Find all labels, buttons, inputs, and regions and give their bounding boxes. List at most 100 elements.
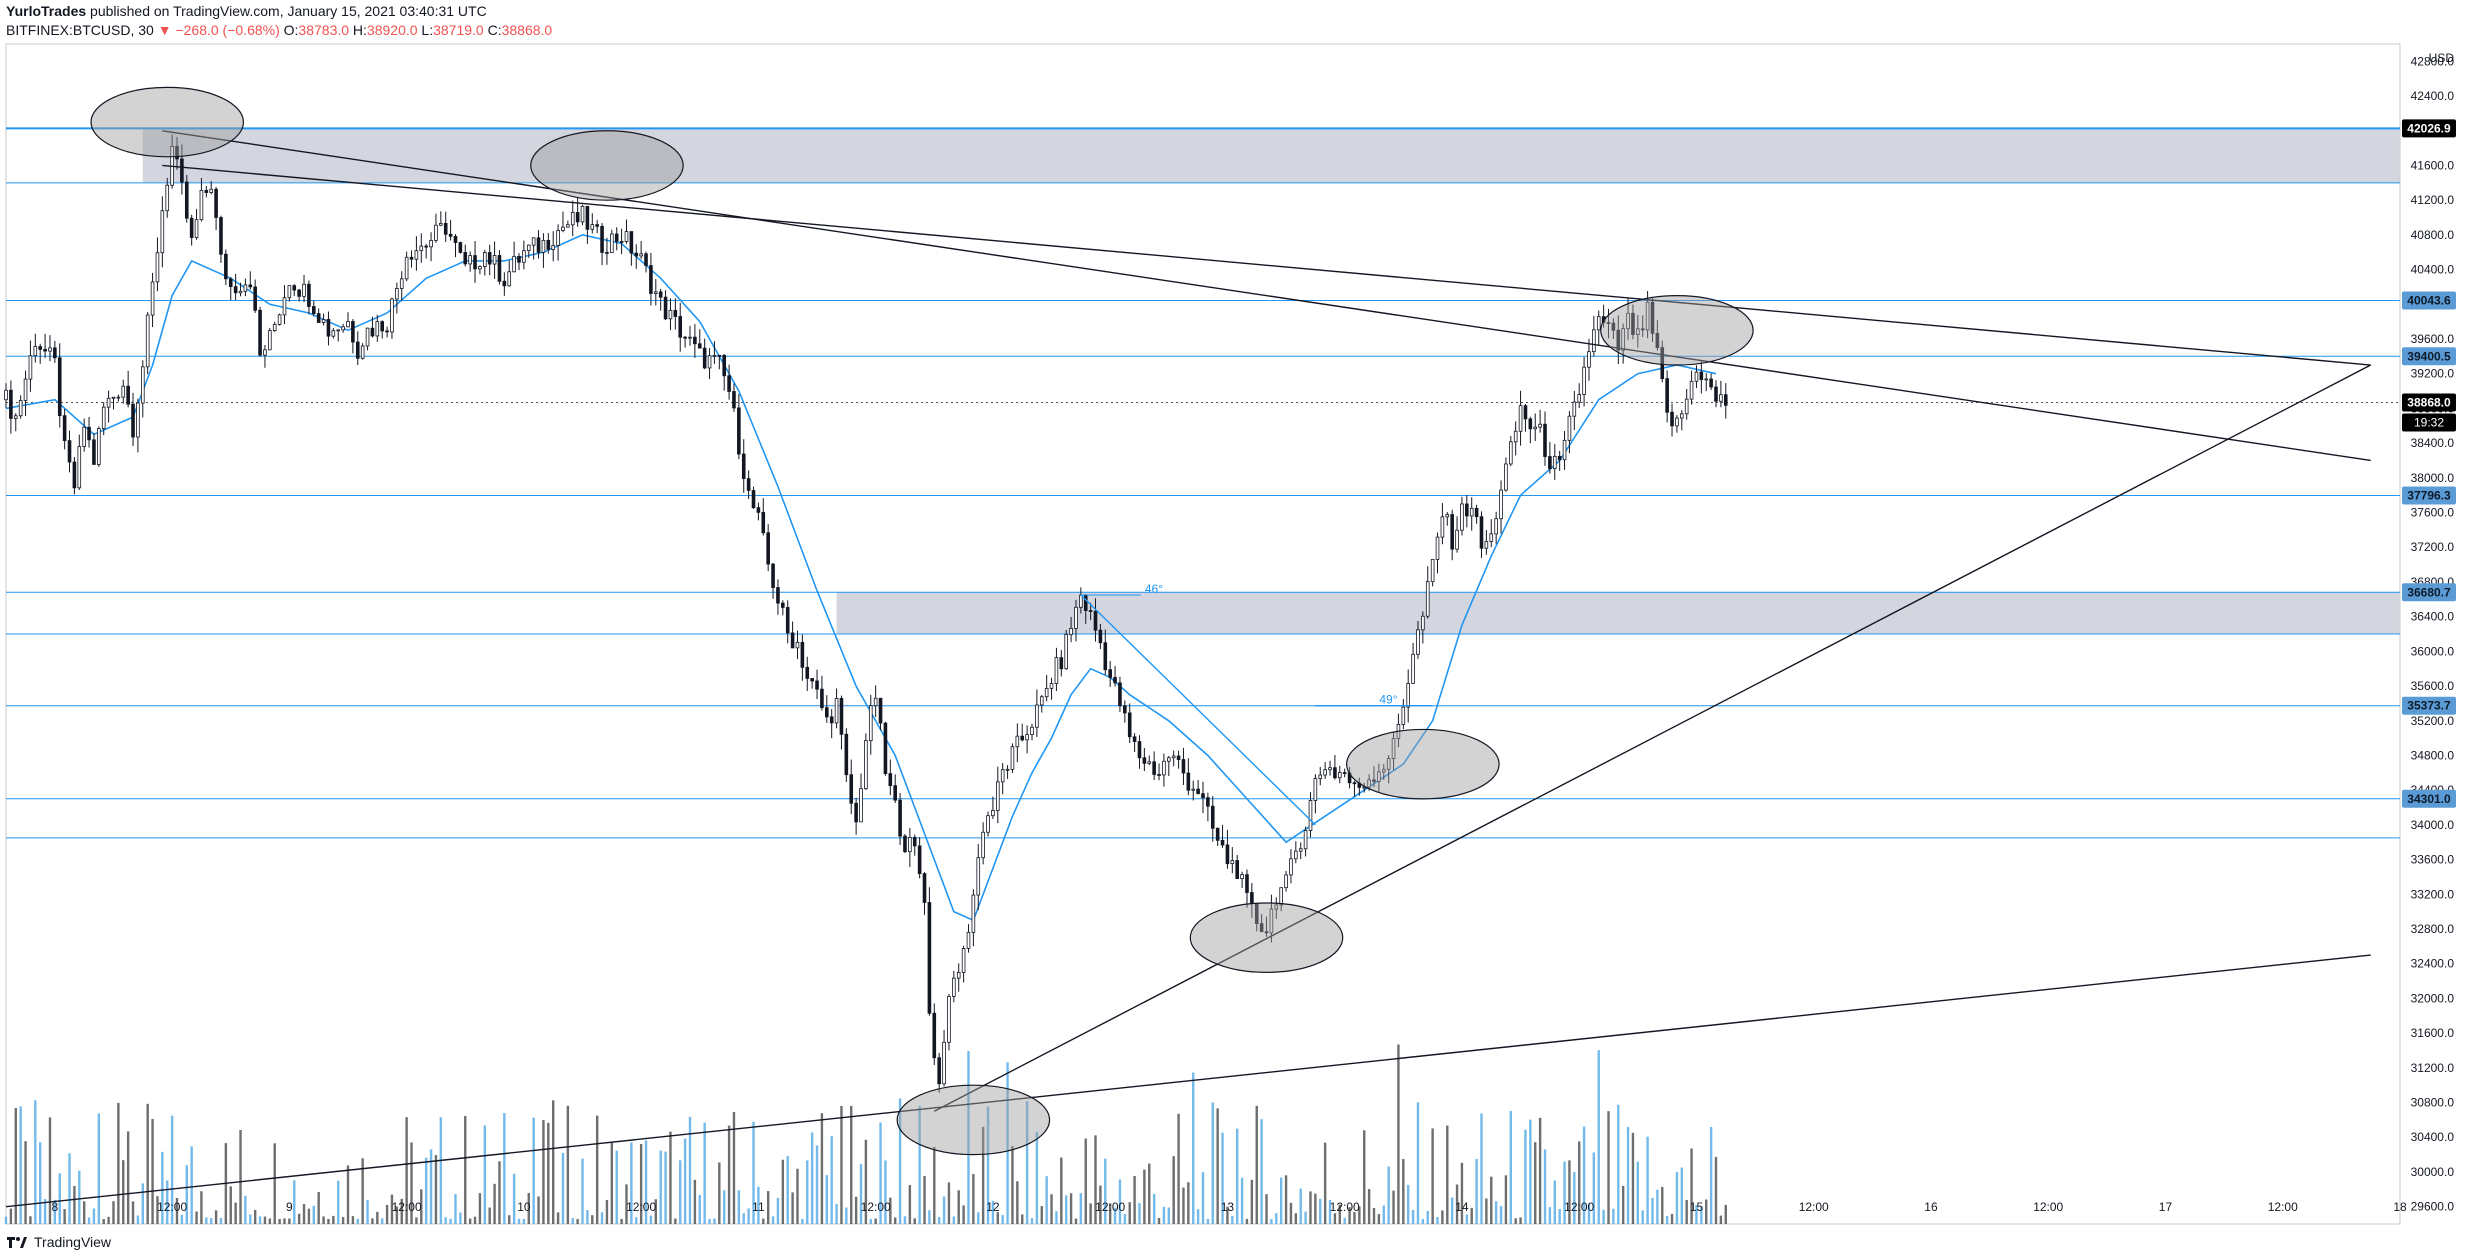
currency-label: USD [2429, 51, 2455, 65]
candle-body [448, 233, 453, 237]
candle-body [106, 397, 111, 408]
volume-bar [1319, 1198, 1322, 1224]
angle-label: 46° [1145, 582, 1163, 596]
volume-bar [517, 1218, 521, 1224]
volume-bar [1719, 1215, 1723, 1224]
candle-body [272, 323, 277, 331]
volume-bar [1284, 1175, 1288, 1224]
candle-body [981, 831, 985, 859]
candle-body [580, 205, 585, 223]
candle-body [18, 400, 23, 417]
volume-bar [1675, 1172, 1679, 1224]
highlight-ellipse [530, 130, 684, 201]
volume-bar [473, 1216, 477, 1224]
candle-body [184, 181, 189, 219]
candle-body [952, 977, 956, 997]
candle-body [756, 507, 761, 513]
candle-body [1289, 858, 1293, 876]
candle-body [1494, 518, 1498, 535]
candle-body [1186, 772, 1191, 791]
candle-body [453, 235, 458, 243]
candle-body [502, 280, 507, 287]
volume-bar [1387, 1166, 1390, 1224]
volume-bar [1079, 1193, 1083, 1224]
volume-bar [288, 1218, 291, 1224]
candle-body [654, 291, 658, 294]
volume-bar [874, 1218, 877, 1224]
angles-layer: 46° 49° [1080, 582, 1433, 826]
volume-bar [566, 1105, 570, 1224]
candle-body [23, 378, 28, 401]
symbol-label: BITFINEX:BTCUSD, 30 [6, 22, 154, 38]
author-name[interactable]: YurloTrades [6, 3, 87, 19]
candle-body [67, 440, 72, 463]
candle-body [1611, 322, 1616, 331]
volume-bar [239, 1130, 242, 1224]
volume-bar [1294, 1213, 1298, 1224]
volume-bar [1705, 1199, 1708, 1224]
ellipses-layer [90, 86, 1754, 1156]
volume-bar [1323, 1142, 1327, 1224]
volume-bar [1499, 1205, 1503, 1224]
candle-body [13, 415, 18, 419]
candle-body [1616, 329, 1621, 351]
volume-bar [727, 1125, 731, 1224]
volume-bar [488, 1207, 491, 1224]
candle-body [1592, 329, 1596, 353]
supply-demand-zone [142, 128, 2400, 183]
volume-bar [92, 1208, 96, 1224]
candle-body [1074, 606, 1078, 629]
time-tick-label: 10 [517, 1200, 531, 1214]
price-badge [2402, 119, 2456, 138]
candle-body [82, 426, 86, 447]
candle-body [238, 290, 243, 294]
volume-bar [796, 1168, 799, 1224]
candle-body [971, 894, 976, 933]
volume-bar [346, 1165, 350, 1224]
volume-bar [1025, 1101, 1029, 1224]
candle-body [575, 212, 580, 223]
price-tick-label: 32000.0 [2411, 991, 2455, 1005]
volume-bar [791, 1192, 794, 1224]
candle-body [1372, 779, 1376, 782]
volume-bar [1162, 1206, 1166, 1224]
candle-body [1513, 430, 1518, 443]
candle-body [668, 309, 673, 320]
candle-body [927, 902, 932, 1014]
candle-body [194, 219, 199, 238]
volume-bar [1289, 1202, 1293, 1224]
volume-bar [659, 1150, 662, 1224]
volume-bar [1089, 1203, 1092, 1224]
time-tick-label: 12:00 [1799, 1200, 1829, 1214]
candle-body [1274, 904, 1279, 910]
candle-body [1196, 788, 1200, 795]
price-tick-label: 29600.0 [2411, 1200, 2455, 1214]
candle-body [507, 271, 512, 287]
volume-bar [1192, 1072, 1195, 1224]
candle-body [1049, 683, 1054, 689]
candle-body [414, 250, 419, 260]
time-tick-label: 15 [1690, 1200, 1704, 1214]
volume-bar [576, 1219, 579, 1224]
volume-bar [1328, 1200, 1332, 1224]
volume-bar [1661, 1186, 1664, 1224]
candle-body [1401, 706, 1406, 725]
volume-bar [1001, 1215, 1004, 1224]
volume-bar [405, 1117, 408, 1224]
volume-bar [986, 1106, 990, 1224]
candle-body [1235, 860, 1240, 879]
candle-body [878, 697, 883, 724]
candle-body [1391, 738, 1396, 760]
volume-bar [268, 1218, 272, 1224]
footer-brand[interactable]: TradingView [34, 1234, 112, 1250]
candle-body [1142, 757, 1147, 764]
volume-bar [1553, 1180, 1556, 1224]
candle-body [443, 223, 448, 235]
volume-bar [337, 1180, 340, 1224]
volume-bar [1426, 1210, 1429, 1224]
volume-bar [903, 1216, 907, 1224]
volume-bar [1421, 1218, 1425, 1224]
volume-bar [87, 1217, 91, 1224]
volume-bar [14, 1108, 17, 1224]
